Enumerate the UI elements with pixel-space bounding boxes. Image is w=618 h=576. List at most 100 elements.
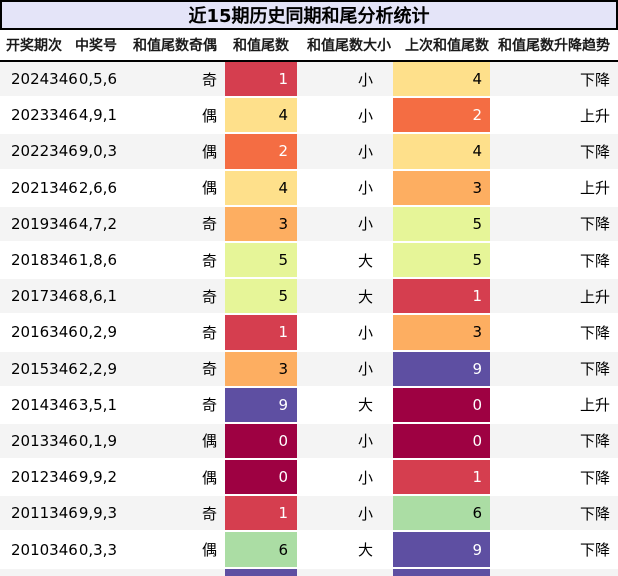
table-row: 2023346 4,9,1 偶 4 小 2 上升 (0, 97, 618, 135)
trend-cell: 上升 (490, 278, 618, 316)
parity-cell: 偶 (125, 133, 225, 171)
tail-value-cell: 9 (225, 567, 297, 576)
parity-cell: 偶 (125, 422, 225, 461)
table-row: 2021346 2,6,6 偶 4 小 3 上升 (0, 169, 618, 207)
winning-numbers-cell: 8,6,1 (70, 278, 125, 316)
winning-numbers-cell: 4,7,2 (70, 205, 125, 243)
tail-value-cell: 6 (225, 531, 297, 569)
table-row: 2010346 0,3,3 偶 6 大 9 下降 (0, 531, 618, 569)
prev-tail-cell: 4 (393, 133, 490, 171)
page-title: 近15期历史同期和尾分析统计 (0, 0, 618, 30)
table-row: 2016346 0,2,9 奇 1 小 3 下降 (0, 314, 618, 352)
size-cell: 小 (297, 133, 393, 171)
size-cell: 大 (297, 567, 393, 576)
prev-tail-cell: 9 (393, 567, 490, 576)
prev-tail-cell: 3 (393, 169, 490, 207)
tail-value-cell: 2 (225, 133, 297, 171)
tail-value-cell: 1 (225, 495, 297, 533)
col-header-tail: 和值尾数 (225, 30, 297, 62)
period-cell: 2022346 (0, 133, 78, 171)
period-cell: 2021346 (0, 169, 78, 207)
trend-cell: 上升 (490, 169, 618, 207)
header-row: 开奖期次 中奖号 和值尾数奇偶 和值尾数 和值尾数大小 上次和值尾数 和值尾数升… (0, 30, 618, 62)
trend-cell: 下降 (490, 459, 618, 497)
winning-numbers-cell: 4,9,1 (70, 97, 125, 135)
trend-cell: 下降 (490, 61, 618, 99)
parity-cell: 偶 (125, 97, 225, 135)
size-cell: 小 (297, 350, 393, 388)
winning-numbers-cell: 0,2,9 (70, 314, 125, 352)
trend-cell: 下降 (490, 422, 618, 461)
period-cell: 2011346 (0, 495, 78, 533)
winning-numbers-cell: 0,5,6 (70, 61, 125, 99)
period-cell: 2023346 (0, 97, 78, 135)
winning-numbers-cell: 2,2,9 (70, 350, 125, 388)
prev-tail-cell: 0 (393, 386, 490, 424)
parity-cell: 奇 (125, 241, 225, 280)
tail-value-cell: 5 (225, 241, 297, 280)
prev-tail-cell: 6 (393, 495, 490, 533)
trend-cell: 下降 (490, 350, 618, 388)
analysis-table: 开奖期次 中奖号 和值尾数奇偶 和值尾数 和值尾数大小 上次和值尾数 和值尾数升… (0, 30, 618, 576)
period-cell: 2010346 (0, 531, 78, 569)
period-cell: 2019346 (0, 205, 78, 243)
winning-numbers-cell: 1,8,6 (70, 241, 125, 280)
trend-cell: 下降 (490, 205, 618, 243)
col-header-parity: 和值尾数奇偶 (125, 30, 225, 62)
tail-value-cell: 4 (225, 169, 297, 207)
parity-cell: 奇 (125, 567, 225, 576)
parity-cell: 奇 (125, 205, 225, 243)
period-cell: 2012346 (0, 459, 78, 497)
col-header-winning-numbers: 中奖号 (70, 30, 125, 62)
size-cell: 小 (297, 97, 393, 135)
col-header-prev-tail: 上次和值尾数 (393, 30, 490, 62)
size-cell: 小 (297, 422, 393, 461)
parity-cell: 奇 (125, 314, 225, 352)
prev-tail-cell: 1 (393, 459, 490, 497)
parity-cell: 偶 (125, 459, 225, 497)
winning-numbers-cell: 9,0,3 (70, 133, 125, 171)
size-cell: 小 (297, 205, 393, 243)
table-row: 2022346 9,0,3 偶 2 小 4 下降 (0, 133, 618, 171)
prev-tail-cell: 0 (393, 422, 490, 461)
prev-tail-cell: 3 (393, 314, 490, 352)
size-cell: 小 (297, 459, 393, 497)
winning-numbers-cell: 9,9,3 (70, 495, 125, 533)
parity-cell: 偶 (125, 169, 225, 207)
winning-numbers-cell: 2,6,6 (70, 169, 125, 207)
trend-cell: 下降 (490, 241, 618, 280)
size-cell: 大 (297, 278, 393, 316)
period-cell: 2018346 (0, 241, 78, 280)
table-row: 2012346 9,9,2 偶 0 小 1 下降 (0, 459, 618, 497)
size-cell: 小 (297, 314, 393, 352)
prev-tail-cell: 1 (393, 278, 490, 316)
parity-cell: 奇 (125, 495, 225, 533)
parity-cell: 奇 (125, 278, 225, 316)
table-body: 2024346 0,5,6 奇 1 小 4 下降 2023346 4,9,1 偶 4 小 2 上升 2022… (0, 61, 618, 576)
period-cell: 2009346 (0, 567, 70, 576)
parity-cell: 奇 (125, 386, 225, 424)
winning-numbers-cell: 0,1,9 (70, 422, 125, 461)
period-cell: 2016346 (0, 314, 78, 352)
prev-tail-cell: 4 (393, 61, 490, 99)
col-header-trend: 和值尾数升降趋势 (490, 30, 618, 62)
tail-value-cell: 5 (225, 278, 297, 316)
prev-tail-cell: 9 (393, 531, 490, 569)
winning-numbers-cell: 9,9,2 (70, 459, 125, 497)
table-row: 2011346 9,9,3 奇 1 小 6 下降 (0, 495, 618, 533)
trend-cell: 上升 (490, 386, 618, 424)
tail-value-cell: 0 (225, 422, 297, 461)
size-cell: 小 (297, 495, 393, 533)
period-cell: 2015346 (0, 350, 78, 388)
col-header-size: 和值尾数大小 (297, 30, 393, 62)
table-row: 2019346 4,7,2 奇 3 小 5 下降 (0, 205, 618, 243)
trend-cell: 上升 (490, 97, 618, 135)
tail-value-cell: 3 (225, 205, 297, 243)
winning-numbers-cell: 6,0,3 (70, 567, 125, 576)
table-row: 20093466,0,3奇9大9下降 (0, 567, 618, 576)
trend-cell: 下降 (490, 495, 618, 533)
size-cell: 大 (297, 386, 393, 424)
tail-value-cell: 1 (225, 61, 297, 99)
tail-value-cell: 4 (225, 97, 297, 135)
